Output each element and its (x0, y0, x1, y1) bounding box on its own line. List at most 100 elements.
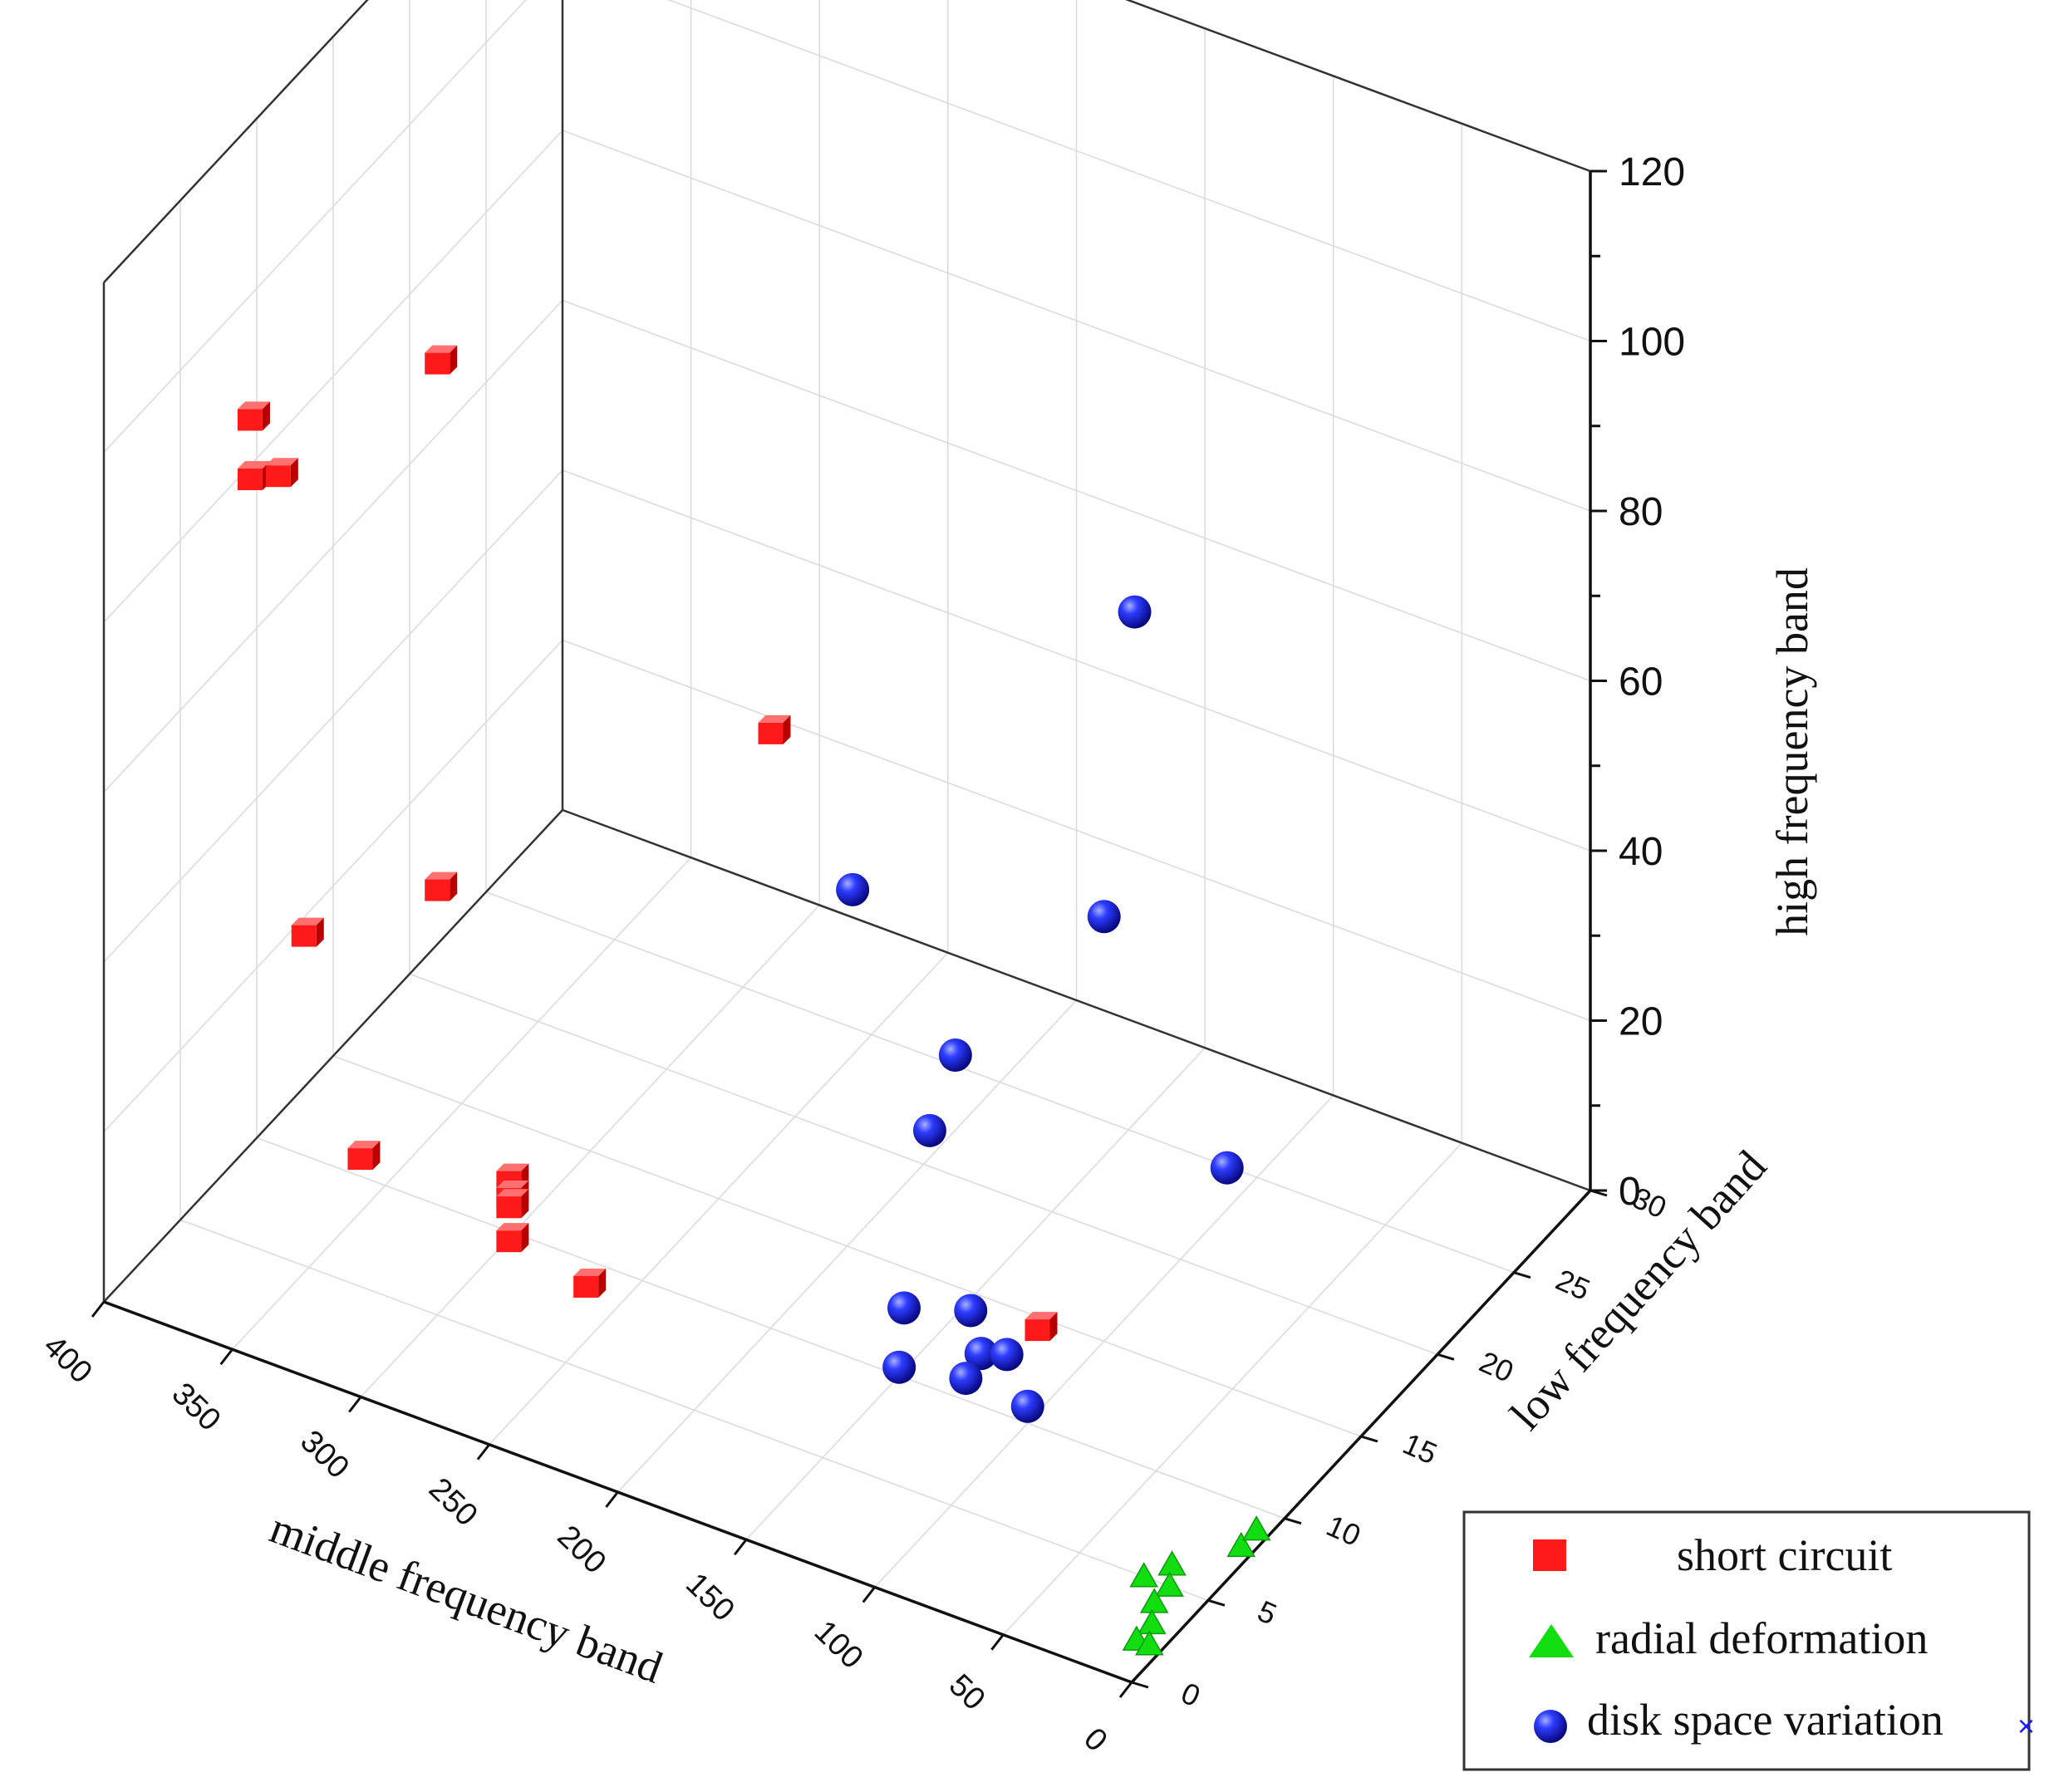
cube-front-face (265, 465, 291, 488)
disk-space-variation-point (1087, 900, 1121, 934)
grid-line-backwall-z (562, 299, 1591, 682)
cube-top-face (237, 461, 270, 469)
disk-space-variation-point (949, 1362, 983, 1396)
cube-front-face (496, 1230, 522, 1253)
x-axis-tick (91, 1301, 106, 1318)
y-axis-tick (1284, 1517, 1302, 1525)
data-points (237, 345, 1271, 1656)
y-axis-tick (1131, 1681, 1149, 1689)
x-axis-label: middle frequency band (263, 1503, 669, 1693)
disk-space-variation-point (1010, 1389, 1044, 1423)
cube-front-face (758, 722, 784, 744)
z-tick-label: 100 (1619, 321, 1685, 365)
y-tick-label: 0 (1177, 1676, 1206, 1714)
cube-side-face (1049, 1312, 1058, 1342)
z-tick-label: 0 (1619, 1170, 1641, 1214)
grid-line-backwall-z (562, 130, 1591, 512)
radial-deformation-point (1135, 1630, 1164, 1656)
x-axis-tick (219, 1348, 233, 1366)
grid-line-sidewall-z (103, 469, 563, 963)
cube-top-face (425, 871, 458, 880)
x-axis-tick (990, 1633, 1005, 1651)
cube-side-face (783, 714, 791, 744)
disk-space-variation-point (836, 872, 870, 906)
legend-mark: × (2017, 1709, 2035, 1743)
x-tick-label: 200 (550, 1519, 612, 1580)
cube-front-face (573, 1275, 599, 1298)
short-circuit-point (1024, 1312, 1058, 1342)
cube-side-face (598, 1268, 607, 1298)
y-axis-tick (1207, 1598, 1226, 1607)
radial-deformation-point (1139, 1588, 1169, 1613)
x-axis-tick (1118, 1682, 1133, 1698)
grid-line-sidewall-z (103, 0, 527, 454)
cube-top-face (347, 1141, 381, 1149)
x-axis-tick (605, 1491, 619, 1508)
short-circuit-point (496, 1189, 529, 1219)
cube-top-face (758, 714, 791, 723)
x-axis-tick (733, 1539, 748, 1556)
frame-edge (562, 808, 1591, 1192)
y-tick-label: 10 (1321, 1508, 1365, 1553)
radial-deformation-point (1241, 1515, 1271, 1541)
cube-front-face (425, 879, 450, 901)
z-tick-label: 80 (1619, 490, 1663, 534)
short-circuit-point (425, 345, 458, 375)
cube-top-face (496, 1181, 529, 1189)
y-tick-label: 15 (1398, 1426, 1442, 1471)
cube-side-face (372, 1141, 381, 1171)
cube-side-face (450, 345, 458, 375)
grid-line-floor-y (485, 891, 1515, 1274)
short-circuit-point (265, 458, 298, 488)
disk-space-variation-point (954, 1294, 988, 1328)
grid-line-sidewall-z (103, 130, 563, 623)
y-axis-tick (1360, 1435, 1378, 1443)
cube-front-face (237, 409, 263, 431)
x-tick-label: 300 (293, 1424, 356, 1485)
cube-front-face (347, 1148, 373, 1171)
short-circuit-point (291, 917, 324, 947)
radial-deformation-point (1226, 1531, 1256, 1558)
grid-line-sidewall-z (103, 299, 563, 793)
cube-side-face (521, 1223, 529, 1253)
disk-space-variation-point (938, 1038, 972, 1073)
short-circuit-point (237, 461, 270, 491)
y-axis-tick (1437, 1353, 1455, 1361)
sphere-icon (1534, 1710, 1567, 1743)
x-tick-label: 150 (679, 1566, 741, 1628)
cube-top-face (291, 917, 324, 925)
cube-top-face (496, 1223, 529, 1231)
x-tick-label: 50 (942, 1667, 992, 1717)
grid-line-floor-y (409, 973, 1438, 1356)
y-tick-label: 20 (1474, 1344, 1518, 1389)
short-circuit-point (496, 1223, 529, 1253)
cube-top-face (265, 458, 298, 466)
legend: short circuit radial deformation disk sp… (1462, 1510, 2035, 1771)
disk-space-variation-point (1210, 1151, 1244, 1185)
grid-line-floor-y (256, 1137, 1285, 1520)
grid-line-backwall-z (666, 0, 1591, 342)
short-circuit-point (425, 871, 458, 901)
disk-space-variation-point (964, 1337, 998, 1371)
disk-space-variation-point (1118, 595, 1152, 629)
grid-line-sidewall-z (103, 639, 563, 1133)
x-tick-label: 350 (165, 1376, 228, 1437)
disk-space-variation-point (882, 1350, 916, 1384)
x-tick-label: 400 (37, 1328, 99, 1390)
frame-edge (103, 809, 563, 1303)
cube-side-face (521, 1189, 529, 1219)
grid-line-floor-y (332, 1055, 1362, 1437)
grid-line-floor-y (179, 1219, 1209, 1602)
y-tick-label: 25 (1550, 1262, 1594, 1307)
legend-label-short-circuit: short circuit (1677, 1530, 1892, 1580)
x-axis-tick (862, 1586, 876, 1603)
short-circuit-point (237, 401, 270, 431)
cube-front-face (425, 352, 450, 375)
z-tick-label: 20 (1619, 1000, 1663, 1044)
short-circuit-point (573, 1268, 607, 1298)
y-tick-label: 5 (1253, 1593, 1282, 1632)
x-tick-label: 250 (422, 1471, 484, 1533)
cube-top-face (1024, 1312, 1058, 1320)
cube-top-face (496, 1163, 529, 1171)
